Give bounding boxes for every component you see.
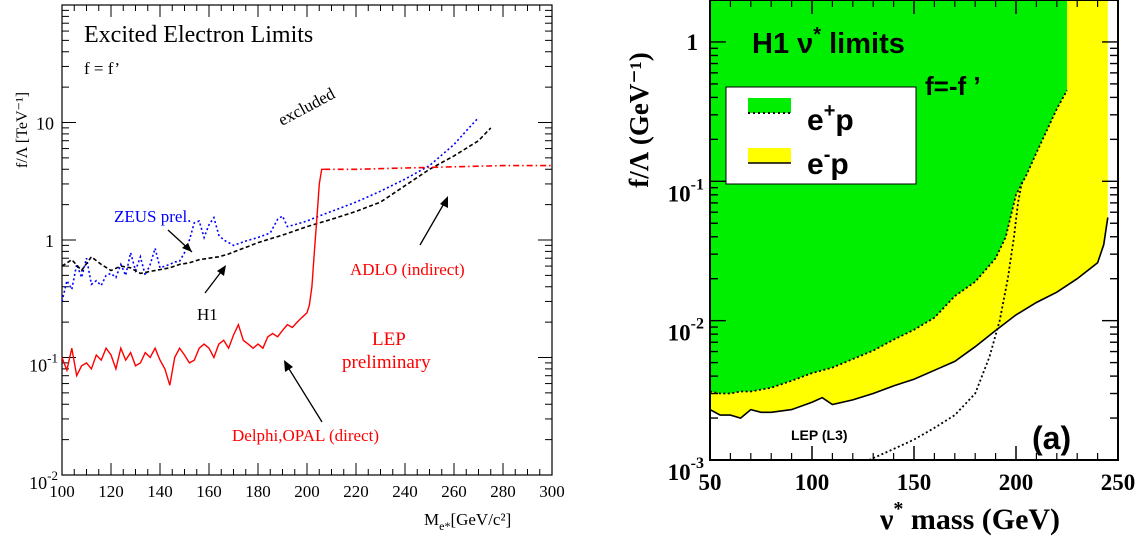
right-x-tick-label: 50 [699,470,722,495]
left-series-line [61,127,492,275]
right-series-line [710,89,1068,395]
left-series-line [324,164,552,171]
right-series-line [710,217,1109,419]
left-axis-ticks: 100 120 140 160 180 200 220 240 260 280 300 10 1 10-1… [29,5,565,501]
right-x-tick-label: 150 [897,470,932,495]
delphi-arrowhead [284,360,293,372]
right-chart: 50 100 150 200 250 1 10-1 10-2 10-3 H1 ν* limits… [624,0,1135,536]
legend: e+p e-p [725,86,917,185]
right-y-tick-label: 1 [687,30,699,55]
panel-label: (a) [1032,420,1071,456]
excluded-annotation: excluded [275,84,339,130]
lep-l3-label: LEP (L3) [791,427,848,443]
right-y-tick-label: 10-2 [668,316,704,346]
left-x-tick-label: 240 [392,482,418,501]
right-y-tick-label: 10-3 [668,455,704,485]
legend-swatch-ep-plus [748,98,791,113]
left-x-tick-label: 180 [245,482,271,501]
right-fills [710,0,1108,419]
left-y-tick-label: 10 [36,114,54,134]
h1-arrowhead [217,265,226,276]
left-series-line [61,117,480,302]
right-x-tick-label: 250 [1101,470,1136,495]
left-x-tick-label: 280 [490,482,516,501]
lep-annotation: LEP [372,329,406,350]
left-series-line [61,168,325,386]
left-chart-subtitle: f = f’ [84,59,120,78]
legend-swatch-ep-minus [748,148,791,163]
right-x-tick-label: 200 [999,470,1034,495]
left-chart-title: Excited Electron Limits [84,22,313,48]
left-x-tick-label: 100 [49,482,75,501]
delphi-opal-annotation: Delphi,OPAL (direct) [232,426,379,445]
left-series [61,117,552,386]
right-series [710,89,1109,460]
zeus-arrowhead [182,243,192,252]
left-y-tick-label: 1 [45,231,54,251]
left-x-tick-label: 140 [147,482,173,501]
right-axis-ticks: 50 100 150 200 250 1 10-1 10-2 10-3 [668,0,1136,495]
zeus-annotation: ZEUS prel. [114,207,191,226]
right-chart-title: H1 ν* limits [752,24,905,60]
left-x-tick-label: 160 [196,482,222,501]
left-chart: 100 120 140 160 180 200 220 240 260 280 300 10 1 10-1… [14,4,565,533]
right-y-axis-label: f/Λ (GeV⁻¹) [624,52,654,187]
adlo-annotation: ADLO (indirect) [350,260,465,279]
condition-label: f=-f ’ [925,71,981,101]
adlo-arrow [419,199,447,246]
legend-label-ep-plus: e+p [807,100,854,137]
left-x-tick-label: 120 [98,482,124,501]
left-x-tick-label: 220 [343,482,369,501]
left-x-axis-label: Me*[GeV/c²] [424,510,511,533]
left-y-tick-label: 10-2 [29,468,58,493]
left-plot-frame [61,4,553,476]
left-x-tick-label: 260 [441,482,467,501]
right-x-tick-label: 100 [795,470,830,495]
left-y-tick-label: 10-1 [29,351,58,376]
left-x-tick-label: 200 [294,482,320,501]
right-x-axis-label: ν* mass (GeV) [879,498,1060,536]
h1-annotation: H1 [197,305,218,324]
lep-preliminary-annotation: preliminary [342,352,431,373]
right-y-tick-label: 10-1 [668,176,704,206]
lep-l3-line [868,181,1023,460]
left-x-tick-label: 300 [539,482,565,501]
left-y-axis-label: f/Λ [TeV⁻¹] [14,92,31,168]
delphi-arrow [285,363,323,423]
adlo-arrowhead [440,196,448,208]
legend-label-ep-minus: e-p [807,144,849,181]
